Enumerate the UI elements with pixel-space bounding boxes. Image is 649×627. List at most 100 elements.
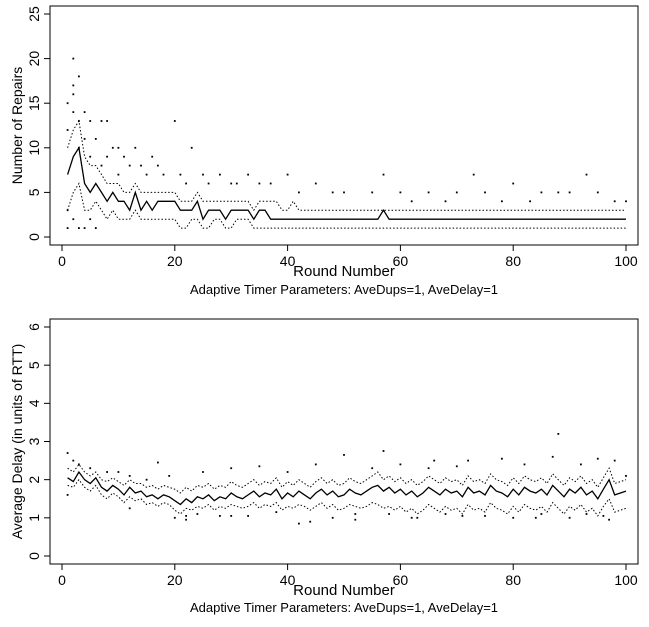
data-point <box>78 227 80 229</box>
data-point <box>625 475 627 477</box>
y-tick-label: 0 <box>26 233 42 241</box>
data-point <box>427 191 430 194</box>
delay-chart-panel: 0 20 40 60 80 100 0 1 2 3 4 5 6 Round NumberAdaptive … <box>9 318 639 615</box>
x-tick-label: 60 <box>393 572 409 588</box>
data-point <box>83 138 86 140</box>
data-point <box>66 102 69 105</box>
data-point <box>501 200 503 203</box>
x-tick-label: 0 <box>58 572 66 588</box>
data-point <box>173 120 176 122</box>
data-point <box>331 516 334 519</box>
data-point <box>382 450 385 452</box>
data-point <box>78 146 80 149</box>
data-point <box>461 515 464 517</box>
data-point <box>202 471 204 473</box>
data-point <box>89 155 92 158</box>
data-point <box>72 84 75 87</box>
data-point <box>100 164 103 167</box>
data-point <box>455 465 458 468</box>
data-point <box>106 471 108 473</box>
data-point <box>602 515 605 517</box>
data-point <box>309 520 312 523</box>
x-tick-label: 0 <box>58 253 66 269</box>
data-point <box>410 516 413 519</box>
data-point <box>117 173 120 176</box>
series-line-dotted-lower <box>67 478 627 517</box>
data-point <box>613 459 616 462</box>
data-point <box>100 120 103 122</box>
data-point <box>196 513 199 515</box>
data-point <box>269 182 272 185</box>
data-point <box>512 182 515 185</box>
data-point <box>140 164 142 167</box>
x-tick-label: 20 <box>167 572 183 588</box>
data-point <box>585 173 588 176</box>
data-point <box>173 516 176 519</box>
data-point <box>190 146 193 149</box>
data-point <box>123 155 125 158</box>
x-axis-label: Round Number <box>293 582 395 599</box>
data-point <box>72 459 75 462</box>
y-tick-label: 2 <box>26 476 42 484</box>
data-point <box>444 513 447 515</box>
data-point <box>230 182 233 185</box>
data-point <box>247 515 249 517</box>
x-tick-label: 100 <box>614 253 638 269</box>
data-point <box>94 138 97 140</box>
y-tick-label: 3 <box>26 437 42 445</box>
y-tick-label: 6 <box>26 323 42 331</box>
data-point <box>247 173 249 176</box>
data-point <box>343 191 345 194</box>
x-tick-label: 80 <box>505 572 521 588</box>
data-point <box>512 516 515 519</box>
data-point <box>162 173 165 176</box>
y-tick-label: 5 <box>26 188 42 196</box>
data-point <box>314 463 317 466</box>
data-point <box>371 467 374 470</box>
y-tick-label: 15 <box>26 95 42 111</box>
data-point <box>433 459 436 462</box>
x-tick-label: 100 <box>614 572 638 588</box>
data-point <box>72 111 75 113</box>
x-tick-label: 40 <box>280 253 296 269</box>
data-point <box>298 522 300 525</box>
data-point <box>596 191 599 194</box>
y-tick-label: 5 <box>26 361 42 369</box>
x-tick-label: 40 <box>280 572 296 588</box>
data-point <box>72 218 75 221</box>
series-line-dotted-upper <box>67 463 627 494</box>
data-point <box>286 471 289 473</box>
data-point <box>157 164 159 167</box>
data-point <box>258 182 261 185</box>
series-line-solid <box>67 470 627 506</box>
plot-frame <box>49 5 639 246</box>
data-point <box>72 57 75 60</box>
data-point <box>151 155 154 158</box>
data-point <box>89 120 92 122</box>
data-point <box>343 454 345 456</box>
data-point <box>371 191 374 194</box>
data-point <box>472 173 475 176</box>
data-point <box>235 182 238 185</box>
chart-caption: Adaptive Timer Parameters: AveDups=1, Av… <box>190 282 498 297</box>
data-point <box>83 227 86 229</box>
data-point <box>72 93 75 96</box>
data-point <box>78 463 80 466</box>
data-point <box>275 511 278 513</box>
data-point <box>501 457 503 460</box>
data-point <box>444 200 447 203</box>
data-point <box>331 191 334 194</box>
data-point <box>83 111 86 113</box>
data-point <box>117 471 120 473</box>
data-point <box>66 452 69 454</box>
data-point <box>382 173 385 176</box>
x-tick-label: 80 <box>505 253 521 269</box>
data-point <box>568 516 571 519</box>
data-point <box>568 191 571 194</box>
data-point <box>202 173 204 176</box>
data-point <box>111 146 114 149</box>
data-point <box>89 467 92 470</box>
data-point <box>467 459 469 462</box>
data-point <box>78 75 80 78</box>
